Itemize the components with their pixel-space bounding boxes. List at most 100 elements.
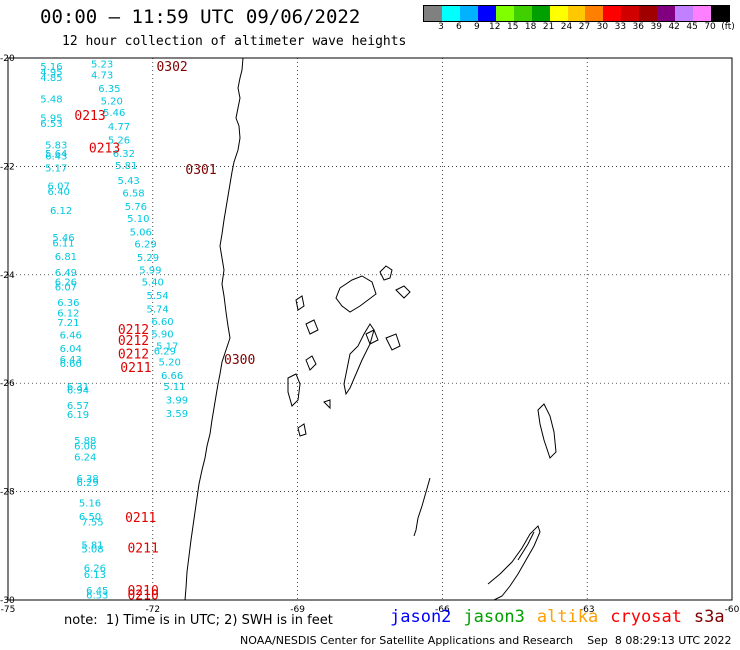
wave-height-label: 5.90 [151,329,173,340]
island-shape-8 [287,373,301,407]
y-tick-label: -28 [0,488,15,498]
mar-chiquita-inner [517,531,535,561]
wave-height-label: 6.94 [67,386,89,397]
colorbar-label: 39 [650,22,662,32]
pass-time-label: 0210 [127,589,158,604]
footer-note: note: 1) Time is in UTC; 2) SWH is in fe… [64,613,333,628]
colorbar-swatch [459,6,478,21]
pass-time-label: 0210 [127,584,158,599]
wave-height-label: 5.81 [81,541,103,552]
wave-height-label: 6.35 [98,84,120,95]
wave-height-label: 4.85 [40,73,62,84]
wave-height-label: 5.11 [163,382,185,393]
colorbar-swatch [585,6,604,21]
colorbar-label: (ft) [721,22,735,32]
colorbar-swatch [621,6,640,21]
satellite-legend-item: altika [536,607,599,627]
colorbar-swatch [603,6,622,21]
y-tick-label: -24 [0,271,15,281]
island-shape-10 [297,423,307,437]
colorbar-swatch [531,6,550,21]
island-shape-6 [385,333,401,351]
satellite-legend-item: jason2 [390,607,452,627]
colorbar-label: 9 [473,22,480,32]
wave-height-label: 5.95 [40,114,62,125]
colorbar-swatch [477,6,496,21]
wave-height-label: 5.20 [101,96,123,107]
wave-height-label: 6.26 [84,563,106,574]
wave-height-label: 6.12 [50,206,72,217]
mar-chiquita-shape [487,525,541,601]
wave-height-label: 5.43 [118,176,140,187]
wave-height-label: 6.81 [55,252,77,263]
pass-time-label: 0212 [118,347,149,362]
island-shape-2 [395,285,411,299]
wave-height-label: 6.45 [86,586,108,597]
x-tick-label: -66 [435,605,450,615]
wave-height-label: 5.83 [45,141,67,152]
wave-height-label: 3.59 [166,409,188,420]
coastline [184,57,557,601]
wave-height-label: 6.60 [151,317,173,328]
colorbar-label: 24 [560,22,573,32]
wave-height-colorbar [423,5,730,22]
footer-credit: NOAA/NESDIS Center for Satellite Applica… [240,634,732,647]
wave-height-label: 5.54 [146,291,168,302]
y-tick-label: -22 [0,162,15,172]
colorbar-label: 45 [686,22,698,32]
colorbar-label: 70 [704,22,716,32]
wave-height-label: 5.17 [156,341,178,352]
colorbar-swatch [711,6,729,21]
island-shape-4 [305,319,319,335]
wave-height-label: 6.53 [40,119,62,130]
x-tick-label: -60 [725,605,740,615]
map-frame [7,57,733,601]
wave-height-label: 6.46 [60,330,82,341]
satellite-legend-item: jason3 [463,607,525,627]
island-shape-7 [305,355,317,371]
wave-height-label: 5.99 [139,265,161,276]
map-title: 00:00 – 11:59 UTC 09/06/2022 [40,6,361,28]
x-tick-label: -63 [580,605,595,615]
wave-height-label: 6.32 [113,149,135,160]
wave-height-label: 6.58 [122,188,144,199]
colorbar-label: 12 [489,22,501,32]
colorbar-swatch [567,6,586,21]
colorbar-label: 33 [614,22,627,32]
wave-height-label: 5.81 [115,161,137,172]
colorbar-label: 27 [578,22,591,32]
wave-height-label: 6.07 [48,181,70,192]
colorbar-label: 6 [456,22,462,32]
wave-height-label: 6.43 [60,355,82,366]
x-tick-label: -72 [145,605,160,615]
wave-height-label: 6.29 [134,239,156,250]
wave-height-label: 6.38 [77,474,99,485]
pass-time-label: 0211 [127,541,158,556]
wave-height-label: 5.16 [40,62,62,73]
pass-time-label: 0300 [224,353,255,368]
wave-height-label: 5.46 [52,233,74,244]
colorbar-swatch [441,6,460,21]
y-tick-label: -20 [0,54,15,64]
pass-time-label: 0213 [89,141,120,156]
wave-height-label: 5.06 [130,227,152,238]
wave-height-label: 5.17 [45,163,67,174]
chile-coastline [184,57,244,601]
colorbar-swatch [513,6,532,21]
wave-height-label: 5.23 [91,59,113,70]
wave-height-label: 4.95 [40,68,62,79]
x-tick-label: -69 [290,605,305,615]
wave-height-label: 6.43 [45,152,67,163]
wave-height-label: 6.36 [57,298,79,309]
wave-height-label: 6.04 [60,344,82,355]
wave-height-labels: 5.234.736.355.205.464.775.266.325.815.43… [40,59,188,601]
pass-time-label: 0302 [156,60,187,75]
island-shape-3 [295,295,305,311]
wave-height-label: 6.49 [55,268,77,279]
colorbar-label: 3 [438,22,444,32]
wave-height-label: 4.77 [108,122,130,133]
island-shape-5 [365,329,379,345]
wave-height-label: 5.48 [40,95,62,106]
wave-height-label: 6.29 [77,478,99,489]
wave-height-label: 5.29 [137,253,159,264]
